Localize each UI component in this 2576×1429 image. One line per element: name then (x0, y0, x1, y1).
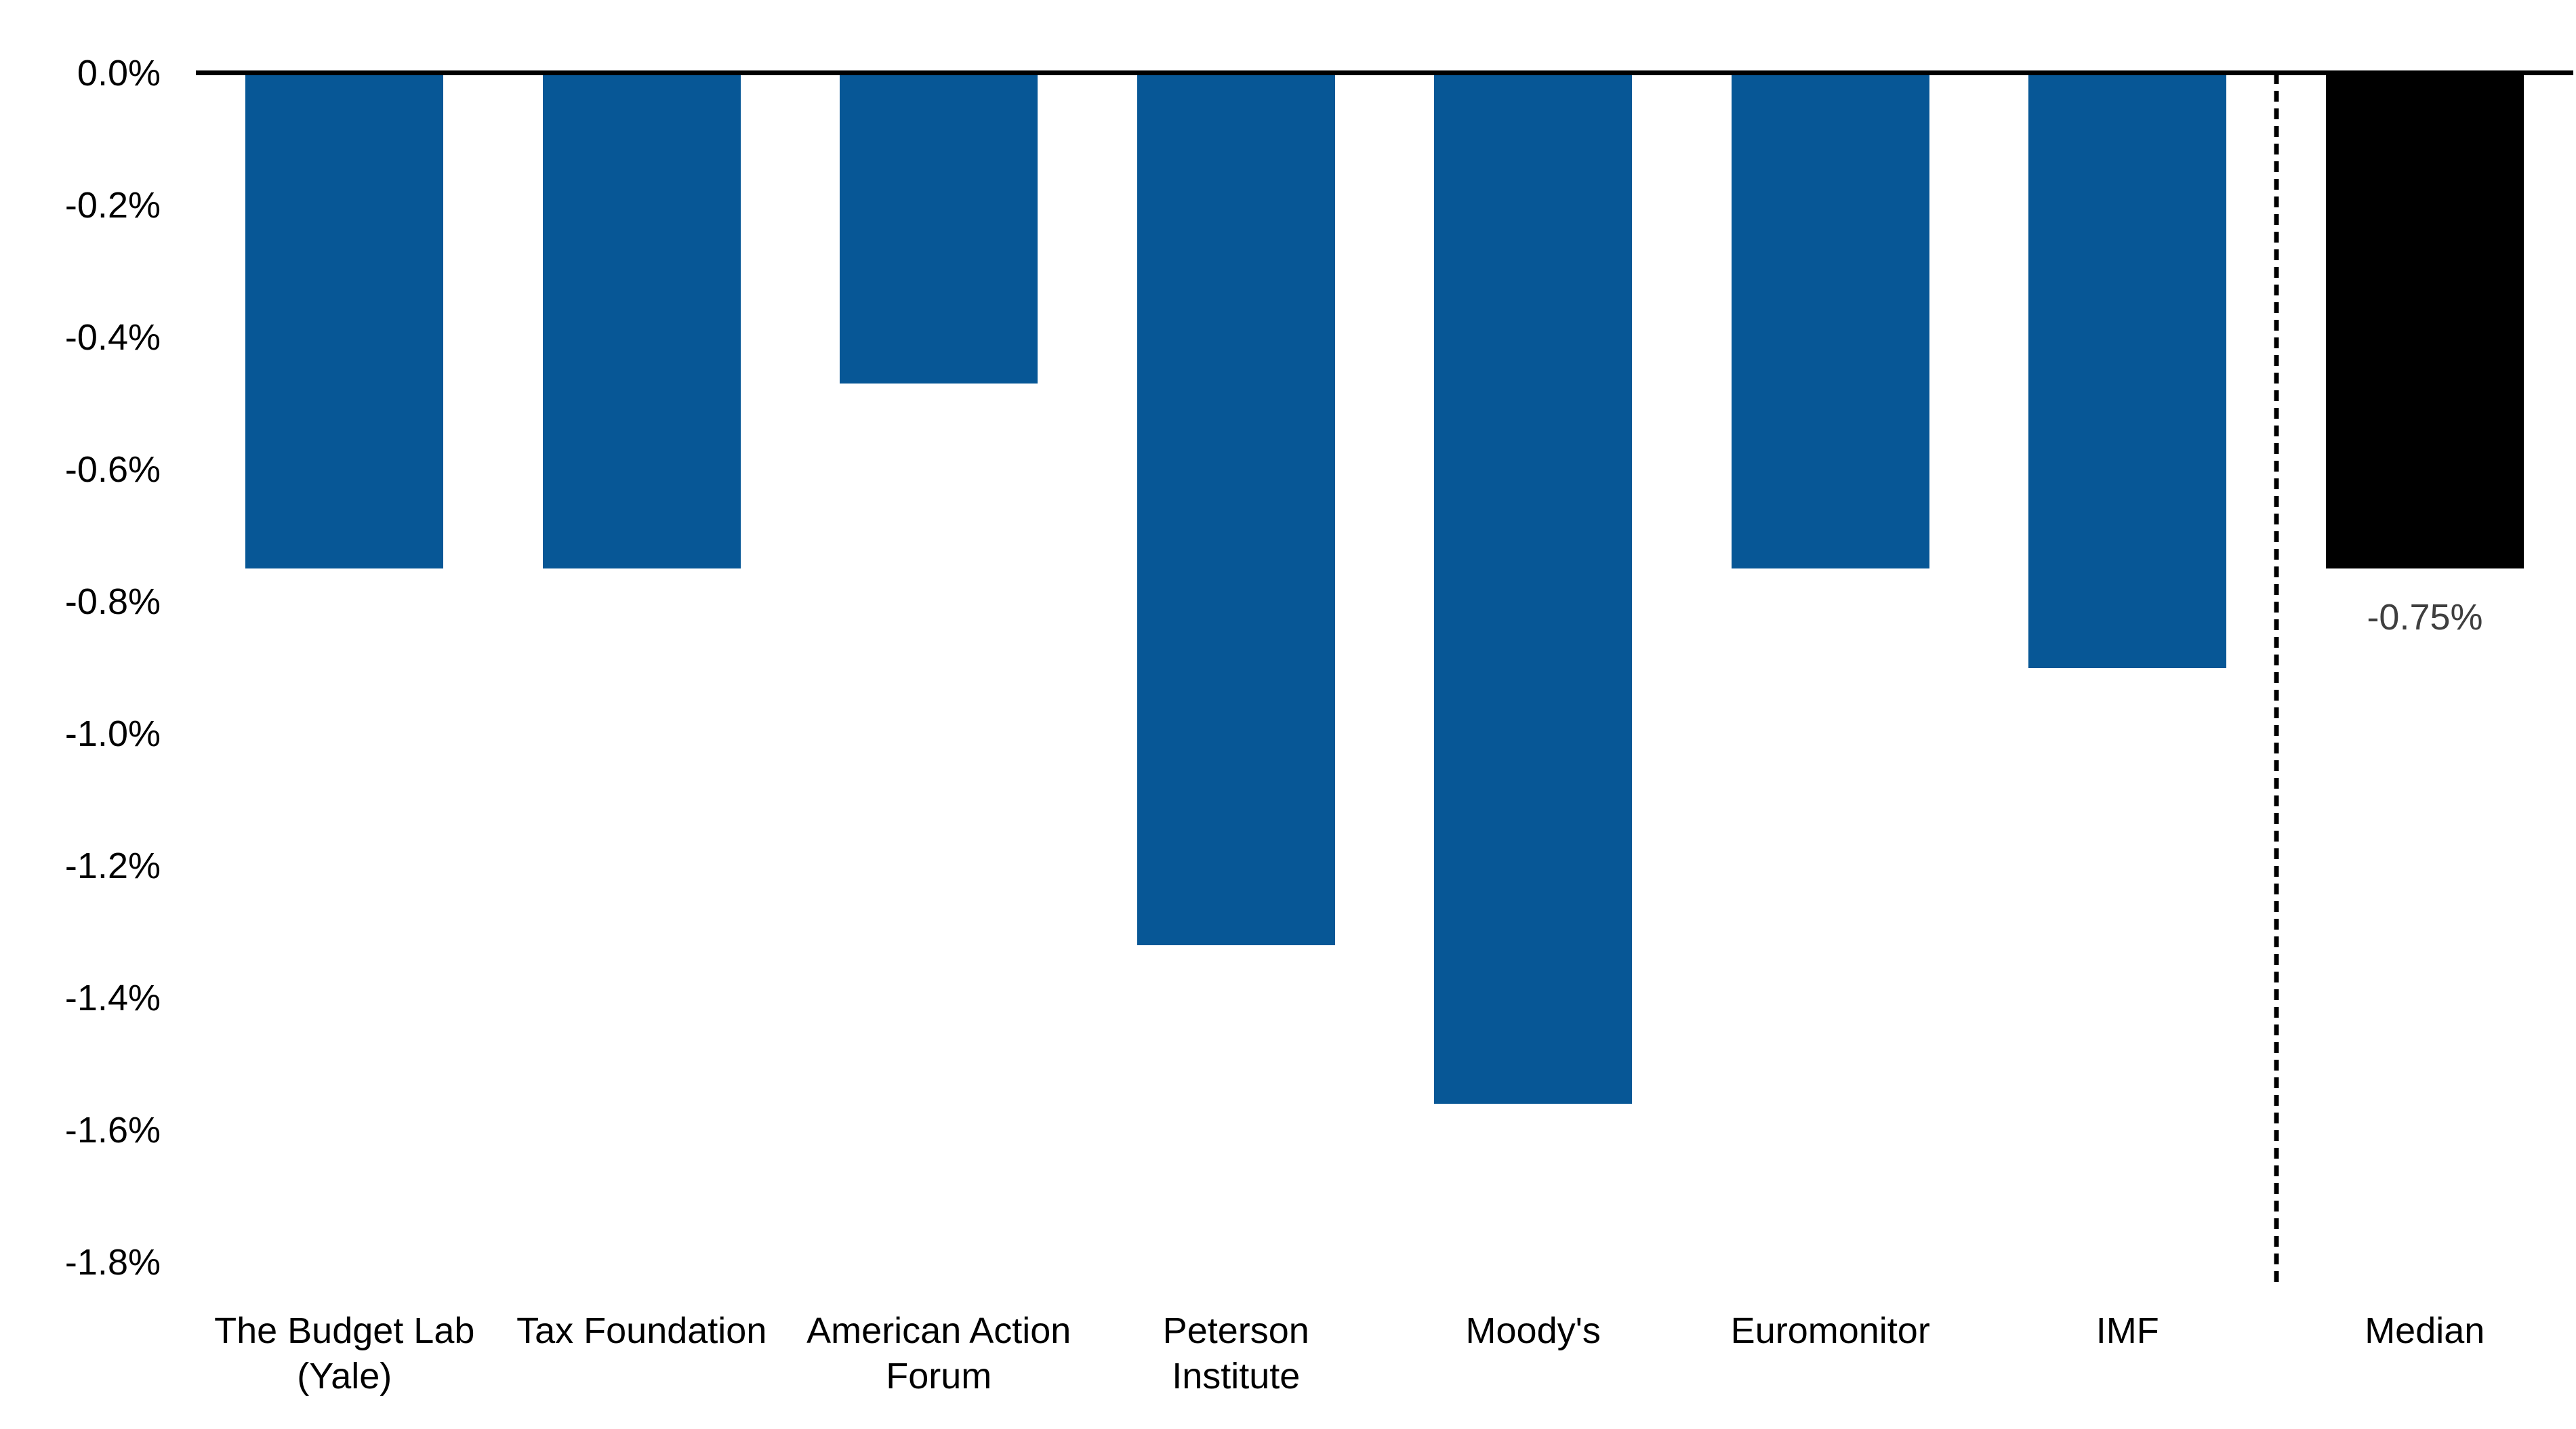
y-tick-label: -1.2% (64, 846, 161, 886)
x-axis-label-line: (Yale) (297, 1356, 392, 1396)
x-axis-label-line: Institute (1172, 1356, 1301, 1396)
x-axis-label-tax-foundation: Tax Foundation (493, 1308, 791, 1354)
bar-imf (2028, 73, 2227, 668)
x-axis-label-american-action-forum: American Action Forum (790, 1308, 1088, 1399)
bar-the-budget-lab-yale (245, 73, 444, 568)
x-axis-label-line: Peterson (1162, 1310, 1309, 1351)
x-axis-label-the-budget-lab-yale: The Budget Lab (Yale) (196, 1308, 493, 1399)
x-axis-label-peterson-institute: Peterson Institute (1088, 1308, 1385, 1399)
y-tick-label: -0.4% (64, 317, 161, 358)
x-axis-label-line: IMF (2095, 1310, 2159, 1351)
y-tick-label: -1.6% (64, 1110, 161, 1151)
y-tick-label: -0.8% (64, 581, 161, 622)
x-axis-label-median: Median (2276, 1308, 2574, 1354)
y-tick-label: -1.0% (64, 713, 161, 754)
bar-median (2325, 73, 2524, 568)
x-axis-label-line: Forum (886, 1356, 992, 1396)
median-value-label: -0.75% (2367, 597, 2483, 638)
x-axis-label-line: Median (2365, 1310, 2485, 1351)
x-axis-label-line: American Action (806, 1310, 1071, 1351)
y-tick-label: 0.0% (77, 53, 161, 94)
y-tick-label: -0.2% (64, 185, 161, 226)
x-axis-label-line: Tax Foundation (516, 1310, 767, 1351)
bar-moody-s (1434, 73, 1633, 1104)
x-axis-label-line: The Budget Lab (214, 1310, 475, 1351)
x-axis-label-imf: IMF (1979, 1308, 2276, 1354)
zero-axis-line (196, 70, 2573, 75)
median-divider-dashed-line (2274, 73, 2279, 1286)
x-axis-label-euromonitor: Euromonitor (1682, 1308, 1980, 1354)
y-tick-label: -0.6% (64, 449, 161, 490)
y-tick-label: -1.8% (64, 1242, 161, 1283)
bar-tax-foundation (542, 73, 741, 568)
x-axis-label-moody-s: Moody's (1385, 1308, 1682, 1354)
x-axis-label-line: Moody's (1465, 1310, 1601, 1351)
bar-euromonitor (1731, 73, 1929, 568)
x-axis-label-line: Euromonitor (1730, 1310, 1930, 1351)
bar-peterson-institute (1137, 73, 1335, 945)
bar-american-action-forum (840, 73, 1038, 384)
y-tick-label: -1.4% (64, 978, 161, 1018)
